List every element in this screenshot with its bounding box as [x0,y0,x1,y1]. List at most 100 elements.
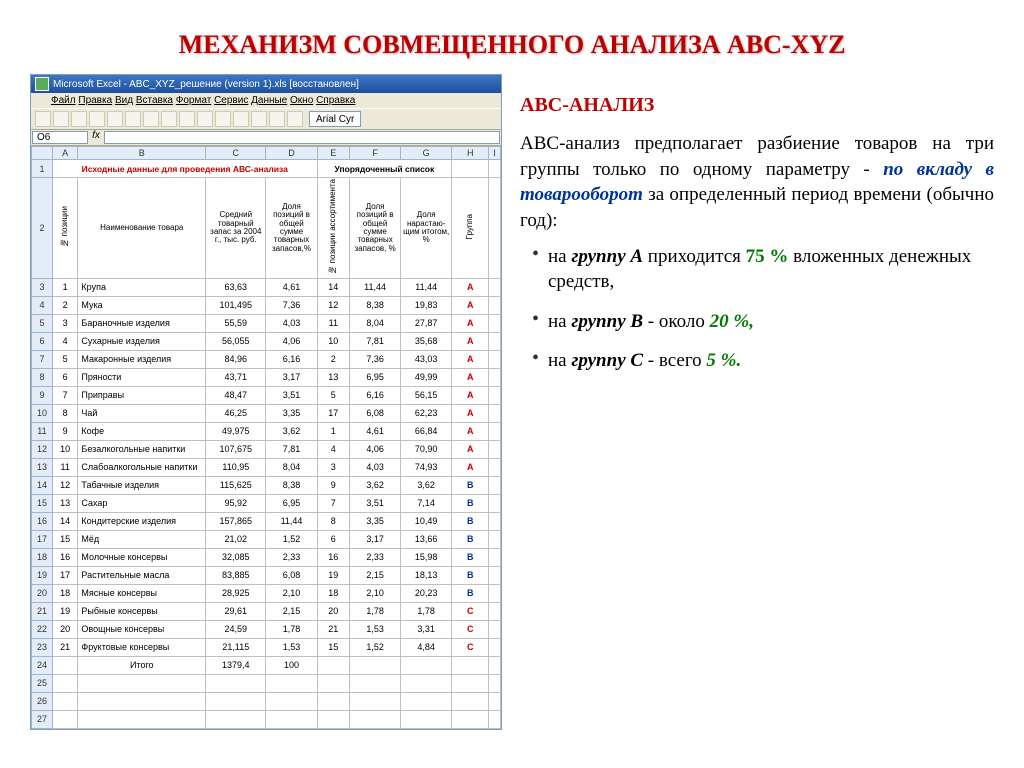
toolbar-btn[interactable] [143,111,159,127]
toolbar-btn[interactable] [53,111,69,127]
col-header[interactable]: H [452,147,489,160]
row-header[interactable]: 25 [32,674,53,692]
row-header[interactable]: 17 [32,530,53,548]
table-row: 75Макаронные изделия84,966,1627,3643,03A [32,350,501,368]
worksheet: ABCDEFGHI 1Исходные данные для проведения… [31,146,501,729]
row-header[interactable]: 14 [32,476,53,494]
toolbar-btn[interactable] [125,111,141,127]
table-row: 1311Слабоалкогольные напитки110,958,0434… [32,458,501,476]
excel-menubar: Файл Правка Вид Вставка Формат Сервис Да… [31,93,501,108]
row-header[interactable]: 7 [32,350,53,368]
row-header[interactable]: 1 [32,160,53,178]
row-header[interactable]: 4 [32,296,53,314]
slide-title: МЕХАНИЗМ СОВМЕЩЕННОГО АНАЛИЗА ABC-XYZ [30,30,994,60]
list-item: на группу А приходится 75 % вложенных де… [532,244,994,295]
col-header[interactable]: I [489,147,501,160]
row-header[interactable]: 9 [32,386,53,404]
font-selector[interactable]: Arial Cyr [309,111,361,127]
excel-titlebar: Microsoft Excel - ABC_XYZ_решение (versi… [31,75,501,93]
list-item: на группу В - около 20 %, [532,309,994,335]
excel-window-title: Microsoft Excel - ABC_XYZ_решение (versi… [53,79,359,90]
table-row: 1715Мёд21,021,5263,1713,66B [32,530,501,548]
formula-bar[interactable] [104,131,500,144]
table-row: 86Пряности43,713,17136,9549,99A [32,368,501,386]
col-header[interactable]: A [52,147,78,160]
abc-paragraph: ABC-анализ предполагает разбиение товаро… [520,131,994,234]
row-header[interactable]: 23 [32,638,53,656]
menu-item[interactable]: Файл [51,95,76,106]
row-header[interactable]: 2 [32,178,53,279]
row-header[interactable]: 10 [32,404,53,422]
row-header[interactable]: 24 [32,656,53,674]
table-row: 1917Растительные масла83,8856,08192,1518… [32,566,501,584]
col-header[interactable]: D [266,147,317,160]
toolbar-btn[interactable] [197,111,213,127]
toolbar-btn[interactable] [251,111,267,127]
row-header[interactable]: 11 [32,422,53,440]
menu-item[interactable]: Справка [316,95,355,106]
row-header[interactable]: 18 [32,548,53,566]
table-row: 2018Мясные консервы28,9252,10182,1020,23… [32,584,501,602]
toolbar-btn[interactable] [71,111,87,127]
table-row: 42Мука101,4957,36128,3819,83A [32,296,501,314]
menu-item[interactable]: Окно [290,95,313,106]
row-header[interactable]: 22 [32,620,53,638]
menu-item[interactable]: Данные [251,95,287,106]
menu-item[interactable]: Вставка [136,95,173,106]
row-header[interactable]: 8 [32,368,53,386]
toolbar-btn[interactable] [89,111,105,127]
toolbar-btn[interactable] [179,111,195,127]
table-row: 108Чай46,253,35176,0862,23A [32,404,501,422]
list-item: на группу С - всего 5 %. [532,348,994,374]
table-row: 97Приправы48,473,5156,1656,15A [32,386,501,404]
table-row: 1816Молочные консервы32,0852,33162,3315,… [32,548,501,566]
table-row: 2321Фруктовые консервы21,1151,53151,524,… [32,638,501,656]
toolbar-btn[interactable] [287,111,303,127]
excel-toolbar: Arial Cyr [31,108,501,130]
row-header[interactable]: 15 [32,494,53,512]
name-box[interactable]: O6 [32,131,88,144]
row-header[interactable]: 12 [32,440,53,458]
row-header[interactable]: 27 [32,710,53,728]
table-row: 53Бараночные изделия55,594,03118,0427,87… [32,314,501,332]
table-row-total: 24Итого1379,4100 [32,656,501,674]
table-row: 1412Табачные изделия115,6258,3893,623,62… [32,476,501,494]
section-header: Исходные данные для проведения АВС-анали… [52,160,317,178]
table-row: 119Кофе49,9753,6214,6166,84A [32,422,501,440]
row-header[interactable]: 16 [32,512,53,530]
table-row: 1210Безалкогольные напитки107,6757,8144,… [32,440,501,458]
toolbar-btn[interactable] [35,111,51,127]
row-header[interactable]: 19 [32,566,53,584]
toolbar-btn[interactable] [161,111,177,127]
row-header[interactable]: 13 [32,458,53,476]
col-header[interactable]: F [350,147,401,160]
toolbar-btn[interactable] [215,111,231,127]
row-header[interactable]: 20 [32,584,53,602]
text-column: ABC-АНАЛИЗ ABC-анализ предполагает разби… [520,74,994,730]
menu-item[interactable]: Сервис [214,95,248,106]
row-header[interactable]: 26 [32,692,53,710]
col-header[interactable]: E [317,147,350,160]
row-header[interactable]: 5 [32,314,53,332]
table-row: 2220Овощные консервы24,591,78211,533,31C [32,620,501,638]
col-header[interactable]: G [401,147,452,160]
col-header[interactable]: B [78,147,206,160]
toolbar-btn[interactable] [269,111,285,127]
row-header[interactable]: 3 [32,278,53,296]
fx-icon[interactable]: fx [89,130,103,145]
table-row: 2119Рыбные консервы29,612,15201,781,78C [32,602,501,620]
table-row: 31Крупа63,634,611411,4411,44A [32,278,501,296]
menu-item[interactable]: Правка [78,95,112,106]
col-header[interactable]: C [206,147,266,160]
row-header[interactable]: 21 [32,602,53,620]
table-row: 1614Кондитерские изделия157,86511,4483,3… [32,512,501,530]
menu-item[interactable]: Формат [176,95,212,106]
toolbar-btn[interactable] [233,111,249,127]
abc-list: на группу А приходится 75 % вложенных де… [532,244,994,375]
spreadsheet-table: ABCDEFGHI 1Исходные данные для проведения… [31,146,501,729]
menu-item[interactable]: Вид [115,95,133,106]
excel-doc-icon [35,96,45,106]
toolbar-btn[interactable] [107,111,123,127]
abc-heading: ABC-АНАЛИЗ [520,92,994,119]
row-header[interactable]: 6 [32,332,53,350]
